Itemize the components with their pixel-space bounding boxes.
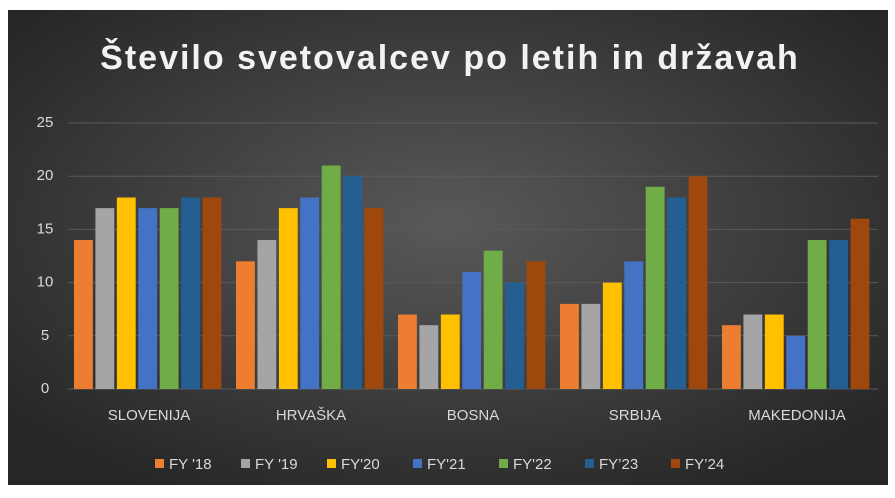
y-tick-label: 20 <box>37 167 54 184</box>
bar <box>181 197 200 389</box>
bar <box>743 314 763 389</box>
bar <box>278 208 298 389</box>
bar <box>829 240 848 389</box>
y-tick-label: 5 <box>41 327 49 344</box>
chart-title: Število svetovalcev po letih in državah <box>100 38 800 77</box>
legend-swatch <box>499 459 508 468</box>
bar <box>602 282 622 389</box>
x-tick-label: SRBIJA <box>609 407 662 424</box>
bar <box>526 261 546 389</box>
legend-swatch <box>327 459 336 468</box>
bar <box>581 303 601 389</box>
bar <box>688 176 708 389</box>
legend-label: FY'21 <box>427 456 466 473</box>
legend-label: FY '19 <box>255 456 298 473</box>
bar <box>202 197 222 389</box>
legend-label: FY’23 <box>599 456 638 473</box>
bar <box>343 176 362 389</box>
legend-label: FY'20 <box>341 456 380 473</box>
x-tick-label: HRVAŠKA <box>276 407 346 424</box>
legend-swatch <box>413 459 422 468</box>
bar <box>398 314 417 389</box>
legend-label: FY’24 <box>685 456 724 473</box>
legend-swatch <box>155 459 164 468</box>
y-tick-label: 25 <box>37 114 54 131</box>
bar <box>462 271 482 389</box>
legend-swatch <box>671 459 680 468</box>
legend-swatch <box>241 459 250 468</box>
x-tick-label: MAKEDONIJA <box>748 407 846 424</box>
x-tick-label: SLOVENIJA <box>108 407 191 424</box>
bar <box>483 250 503 389</box>
y-tick-label: 0 <box>41 380 49 397</box>
bar <box>74 240 93 389</box>
bar <box>419 325 439 389</box>
legend-swatch <box>585 459 594 468</box>
bar <box>300 197 320 389</box>
bar <box>236 261 255 389</box>
bar <box>505 282 524 389</box>
bar <box>667 197 686 389</box>
bar <box>257 240 277 389</box>
bar <box>624 261 644 389</box>
bar <box>560 303 579 389</box>
bar <box>159 208 179 389</box>
legend-label: FY'22 <box>513 456 552 473</box>
bar <box>95 208 115 389</box>
bar <box>364 208 384 389</box>
y-tick-label: 10 <box>37 274 54 291</box>
bar <box>807 240 827 389</box>
bar <box>138 208 158 389</box>
bar <box>850 218 870 389</box>
bar <box>321 165 341 389</box>
bar <box>116 197 136 389</box>
bar <box>786 335 806 389</box>
y-tick-label: 15 <box>37 220 54 237</box>
x-tick-label: BOSNA <box>447 407 500 424</box>
bar <box>645 186 665 389</box>
bar <box>764 314 784 389</box>
bar <box>722 325 741 389</box>
bar <box>440 314 460 389</box>
legend-label: FY '18 <box>169 456 212 473</box>
